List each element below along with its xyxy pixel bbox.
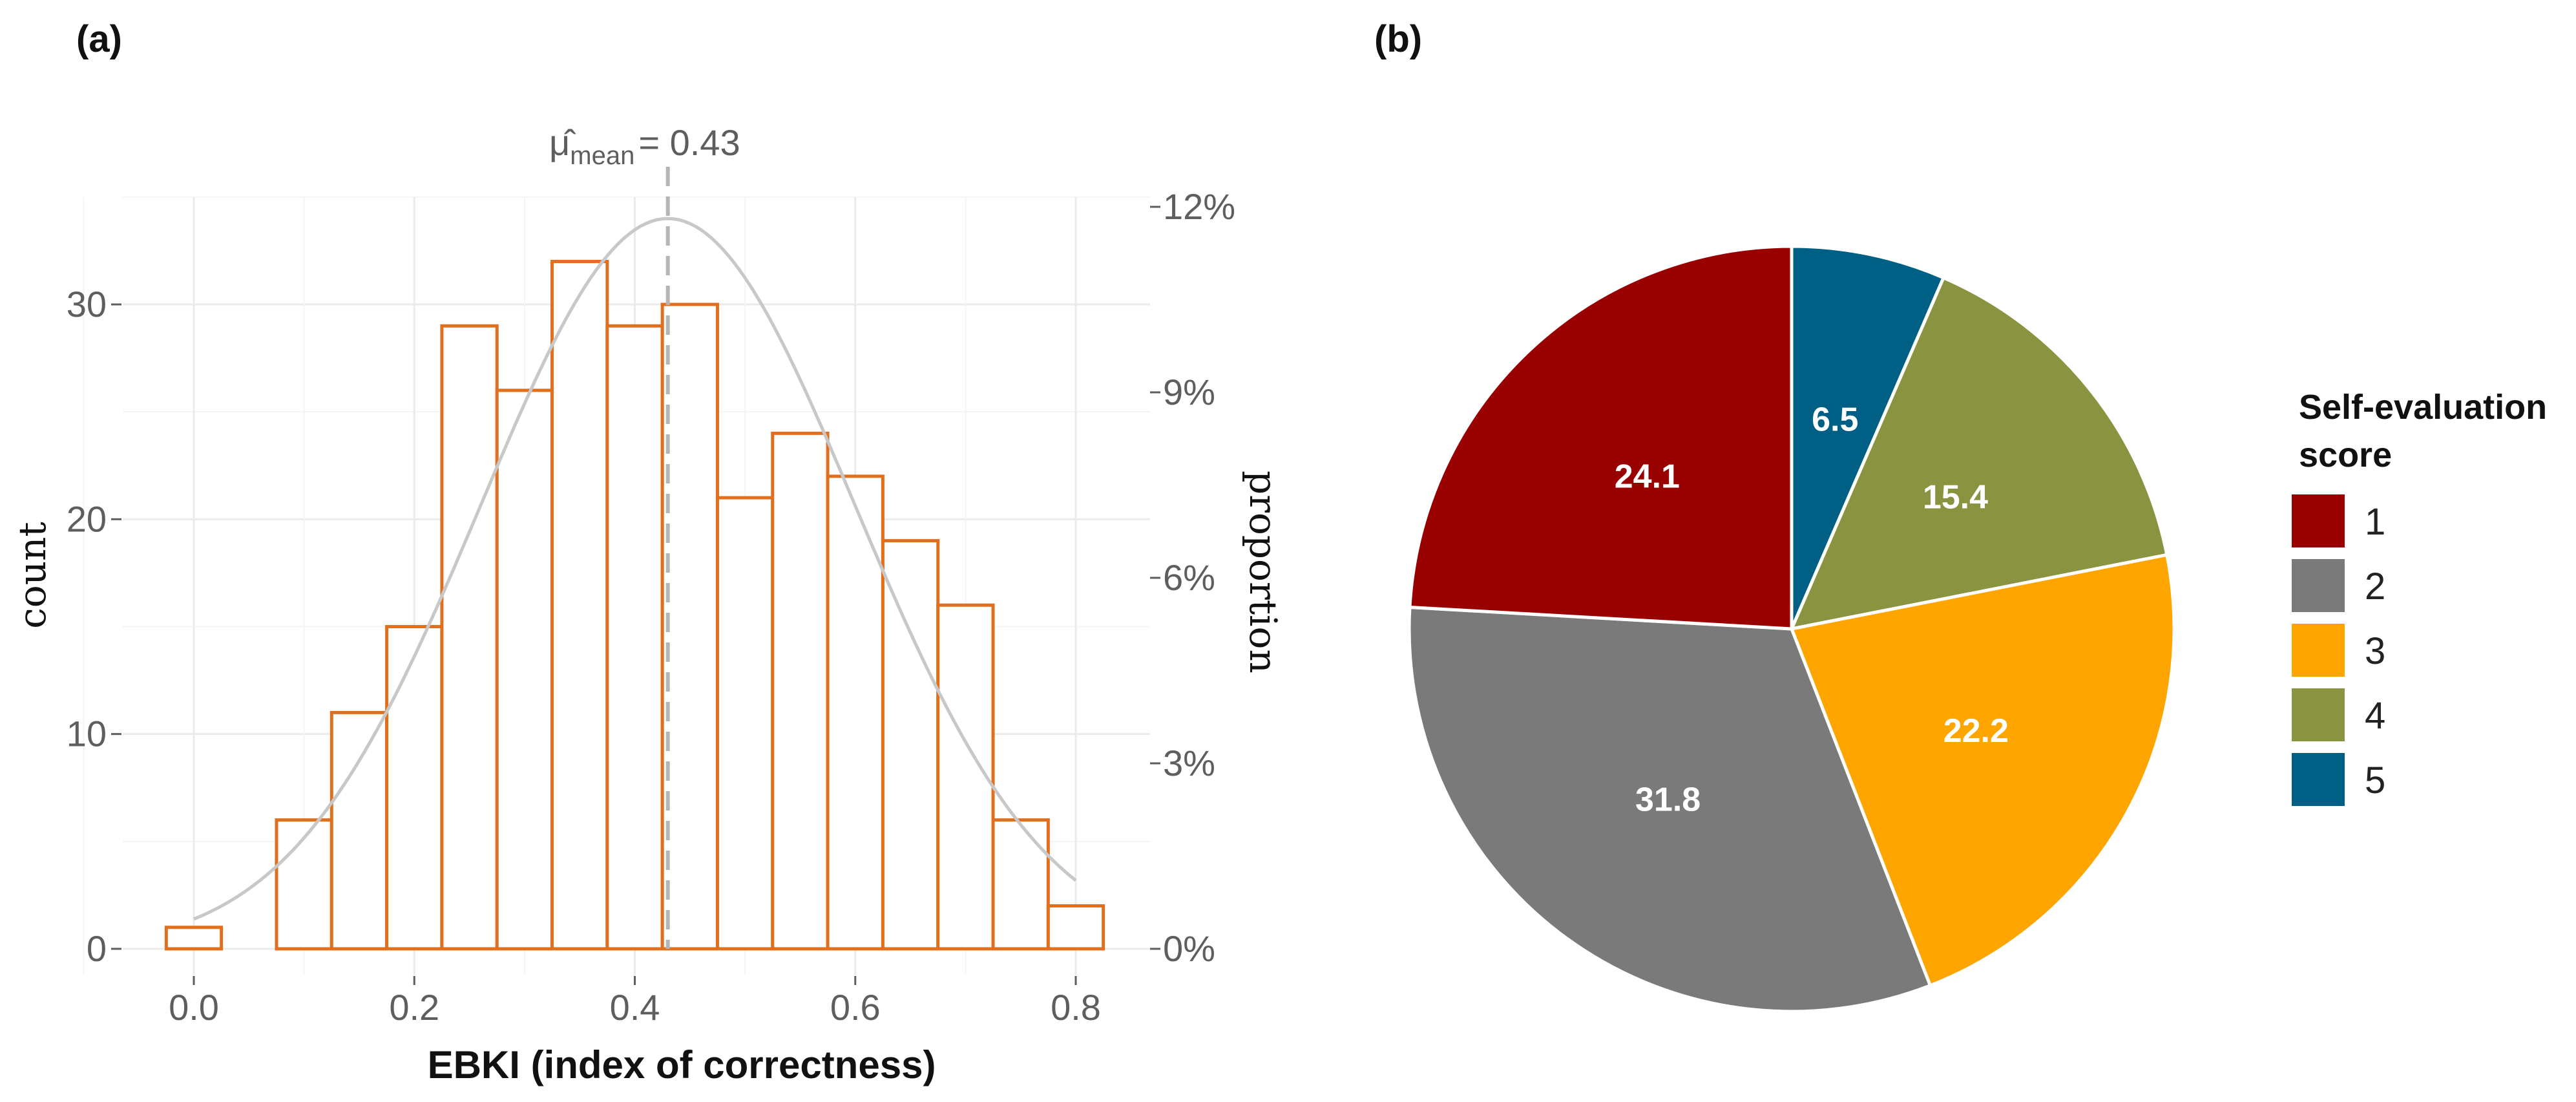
y-axis-title-right: proportion (1241, 471, 1285, 673)
pie-slice-label-3: 22.2 (1943, 712, 2009, 750)
legend-swatch-3 (2292, 624, 2345, 677)
histogram-bar (715, 496, 775, 951)
y-right-tick-label: 6% (1163, 557, 1215, 598)
histogram-bar (495, 388, 554, 951)
pie-slice-label-2: 31.8 (1635, 781, 1701, 818)
panel-label-a: (a) (76, 18, 122, 60)
histogram-bar (550, 260, 609, 951)
pie-slice-label-5: 6.5 (1812, 401, 1858, 438)
pie-slice-label-4: 15.4 (1923, 479, 1988, 516)
legend-label-5: 5 (2365, 759, 2385, 801)
pie-slice-4 (1788, 275, 2169, 631)
pie-slice-2 (1407, 605, 1932, 1013)
legend-swatch-4 (2292, 688, 2345, 741)
y-axis-right: 0% 3% 6% 9% 12% (1150, 186, 1235, 969)
legend-swatch-5 (2292, 753, 2345, 806)
pie-slice-5 (1790, 244, 1946, 630)
histogram-bar (660, 302, 719, 951)
histogram-bar (440, 324, 499, 951)
x-axis: 0.0 0.2 0.4 0.6 0.8 (169, 976, 1101, 1028)
legend-label-4: 4 (2365, 695, 2385, 737)
x-tick-label: 0.0 (169, 987, 219, 1028)
histogram-bar (1046, 904, 1105, 951)
y-right-tick-label: 9% (1163, 372, 1215, 412)
histogram-bar (771, 431, 830, 951)
legend-items: 1 2 3 4 5 (2292, 494, 2385, 806)
histogram-bar (826, 474, 885, 951)
mean-subscript: mean (570, 142, 634, 170)
histogram-panel: (a) μ̂mean = 0.43 0 10 20 30 0% 3% 6% 9% 12% 0.0… (10, 18, 1285, 1086)
histogram-bar (881, 539, 940, 951)
panel-label-b: (b) (1374, 18, 1422, 60)
x-tick-label: 0.4 (610, 987, 660, 1028)
y-tick-label: 20 (67, 498, 107, 539)
y-tick-label: 10 (67, 714, 107, 754)
normal-curve (193, 217, 1077, 921)
y-right-tick-label: 0% (1163, 928, 1215, 969)
y-axis-left: 0 10 20 30 (67, 284, 121, 969)
mean-annotation: μ̂mean = 0.43 (549, 122, 740, 170)
y-right-tick-label: 12% (1163, 186, 1235, 227)
mean-value-text: = 0.43 (638, 122, 740, 163)
pie-panel: (b) 6.5 15.4 22.2 31.8 24.1 Self-evaluation … (1374, 18, 2547, 1013)
y-axis-title: count (10, 522, 54, 628)
pie-labels: 6.5 15.4 22.2 31.8 24.1 (1615, 401, 2009, 818)
legend: Self-evaluation score 1 2 3 4 5 (2292, 388, 2547, 806)
histogram-bar (164, 926, 224, 951)
pie-slice-label-1: 24.1 (1615, 458, 1680, 495)
y-right-tick-label: 3% (1163, 743, 1215, 783)
x-tick-label: 0.6 (830, 987, 881, 1028)
legend-title-line-2: score (2299, 436, 2392, 474)
legend-label-3: 3 (2365, 630, 2385, 672)
histogram-bar (330, 710, 389, 951)
legend-swatch-1 (2292, 494, 2345, 547)
histogram-bar (605, 324, 664, 951)
histogram-bar (385, 625, 444, 951)
pie-slice-1 (1408, 244, 1794, 631)
y-tick-label: 0 (87, 928, 107, 969)
legend-title-line-1: Self-evaluation (2299, 388, 2547, 427)
pie-chart (1407, 244, 2176, 1013)
histogram-bar (936, 603, 995, 951)
x-axis-title: EBKI (index of correctness) (428, 1043, 936, 1086)
legend-swatch-2 (2292, 559, 2345, 612)
pie-slice-3 (1789, 553, 2176, 988)
legend-label-1: 1 (2365, 501, 2385, 543)
histogram-bars (164, 260, 1105, 951)
histogram-bar (991, 818, 1050, 951)
legend-label-2: 2 (2365, 566, 2385, 608)
x-tick-label: 0.2 (389, 987, 439, 1028)
y-tick-label: 30 (67, 284, 107, 324)
x-tick-label: 0.8 (1051, 987, 1101, 1028)
